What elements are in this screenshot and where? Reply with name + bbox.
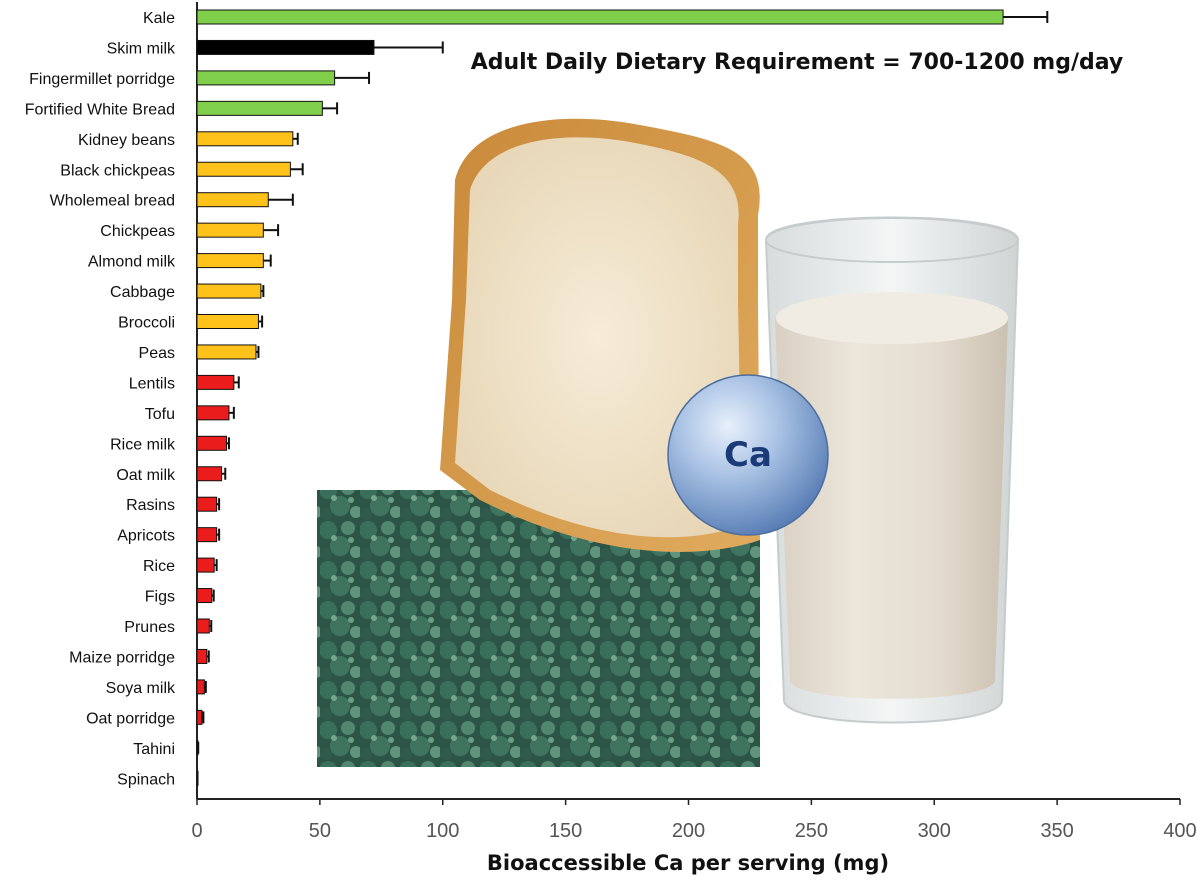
category-label-1: Skim milk: [107, 40, 176, 57]
annotation-text: Adult Daily Dietary Requirement = 700-12…: [471, 50, 1124, 75]
bar-4: [196, 131, 294, 147]
x-tick-label-0: 0: [191, 820, 202, 842]
error-bar-5: [290, 163, 304, 176]
x-tick-label-6: 300: [918, 820, 951, 842]
category-label-25: Spinach: [117, 771, 175, 788]
category-label-4: Kidney beans: [78, 132, 175, 149]
x-tick-label-2: 100: [426, 820, 459, 842]
category-label-18: Rice: [143, 558, 175, 575]
category-label-0: Kale: [143, 10, 175, 27]
bar-20: [196, 618, 210, 634]
error-bar-14: [226, 437, 230, 450]
error-bar-3: [322, 102, 339, 115]
bar-21: [196, 648, 208, 664]
bar-1: [196, 39, 375, 55]
category-label-10: Broccoli: [118, 315, 175, 332]
error-bar-22: [204, 680, 207, 693]
error-bar-21: [206, 650, 210, 663]
calcium-sphere: Ca: [667, 374, 829, 536]
bar-7: [196, 222, 264, 238]
category-label-13: Tofu: [145, 406, 175, 423]
bar-15: [196, 466, 223, 482]
error-bar-13: [228, 406, 235, 419]
error-bar-1: [373, 41, 444, 54]
error-bars: [197, 11, 1049, 754]
milk-glass-image: [764, 216, 1020, 724]
category-label-14: Rice milk: [110, 436, 176, 453]
error-bar-20: [209, 620, 213, 632]
bar-5: [196, 161, 291, 177]
error-bar-15: [221, 467, 227, 480]
error-bar-23: [201, 711, 205, 724]
error-bar-6: [268, 193, 294, 206]
bar-22: [196, 679, 205, 695]
category-labels: Kale Skim milk Fingermillet porridge Fortif…: [25, 10, 176, 788]
error-bar-18: [214, 559, 218, 572]
x-tick-label-8: 400: [1163, 820, 1196, 842]
x-tick-label-4: 200: [672, 820, 705, 842]
category-label-3: Fortified White Bread: [25, 101, 175, 118]
error-bar-8: [263, 254, 272, 267]
category-label-8: Almond milk: [88, 254, 176, 271]
error-bar-4: [292, 132, 299, 145]
category-label-11: Peas: [139, 345, 175, 362]
error-bar-10: [258, 315, 264, 328]
bar-6: [196, 192, 269, 208]
x-tick-label-7: 350: [1040, 820, 1073, 842]
x-axis-title: Bioaccessible Ca per serving (mg): [487, 851, 889, 875]
calcium-symbol: Ca: [724, 435, 772, 475]
error-bar-7: [263, 224, 280, 237]
error-bar-12: [233, 376, 240, 389]
category-label-2: Fingermillet porridge: [29, 71, 175, 88]
category-label-7: Chickpeas: [100, 223, 175, 240]
bar-19: [196, 588, 213, 604]
category-label-15: Oat milk: [116, 467, 176, 484]
bar-13: [196, 405, 230, 421]
x-tick-label-5: 250: [795, 820, 828, 842]
error-bar-9: [260, 285, 265, 298]
error-bar-17: [216, 528, 221, 541]
category-label-23: Oat porridge: [86, 710, 175, 727]
category-label-17: Apricots: [117, 528, 175, 545]
error-bar-16: [216, 498, 221, 511]
illustration: Ca: [317, 118, 1020, 767]
bar-12: [196, 374, 235, 390]
bar-0: [196, 9, 1004, 25]
category-label-24: Tahini: [133, 741, 175, 758]
bar-2: [196, 70, 336, 86]
error-bar-19: [211, 589, 215, 602]
category-label-6: Wholemeal bread: [50, 193, 175, 210]
category-label-5: Black chickpeas: [60, 162, 175, 179]
bar-9: [196, 283, 262, 299]
category-label-12: Lentils: [129, 375, 175, 392]
bar-11: [196, 344, 257, 360]
x-ticks: 0 50 100 150 200 250 300 350 400: [191, 799, 1197, 842]
error-bar-2: [334, 71, 371, 84]
category-label-19: Figs: [145, 589, 175, 606]
category-label-21: Maize porridge: [69, 649, 175, 666]
x-tick-label-3: 150: [549, 820, 582, 842]
bar-18: [196, 557, 215, 573]
bars: [196, 9, 1004, 786]
category-label-20: Prunes: [124, 619, 175, 636]
bar-14: [196, 435, 227, 451]
category-label-9: Cabbage: [110, 284, 175, 301]
bar-10: [196, 314, 259, 329]
bar-23: [196, 709, 203, 725]
bar-3: [196, 100, 323, 116]
x-tick-label-1: 50: [309, 820, 331, 842]
bar-17: [196, 527, 218, 543]
error-bar-11: [255, 345, 260, 358]
bar-8: [196, 253, 264, 269]
error-bar-0: [1003, 11, 1049, 23]
category-label-22: Soya milk: [106, 680, 176, 697]
bar-25: [196, 770, 199, 786]
bar-16: [196, 496, 218, 512]
category-label-16: Rasins: [126, 497, 175, 514]
